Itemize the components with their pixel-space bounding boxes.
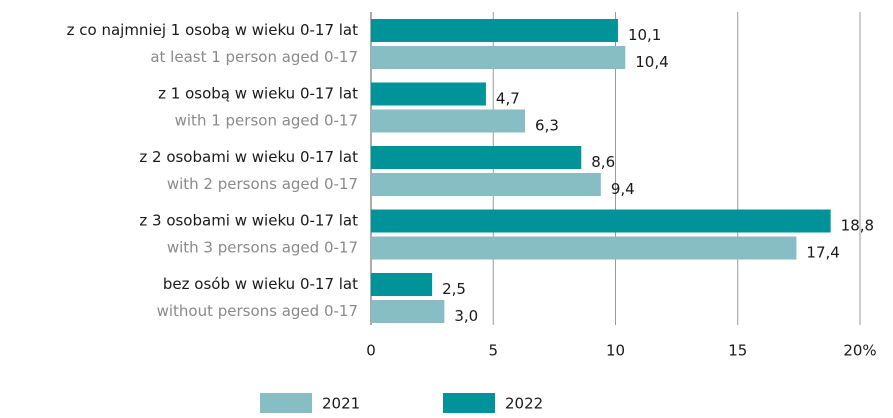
legend-swatch	[443, 393, 495, 413]
category-label: z 2 osobami w wieku 0-17 lat	[139, 148, 358, 166]
value-label: 10,1	[628, 26, 661, 44]
bar	[371, 236, 797, 260]
x-tick-label: 10	[606, 342, 625, 360]
value-label: 10,4	[635, 53, 668, 71]
value-label: 2,5	[442, 280, 466, 298]
value-label: 18,8	[841, 217, 874, 235]
bar	[371, 109, 526, 133]
bar	[371, 300, 445, 323]
legend-swatch	[260, 393, 312, 413]
bar	[371, 46, 626, 69]
x-tick-label: 0	[366, 342, 376, 360]
bar	[371, 209, 831, 233]
x-tick-label: 15	[728, 342, 747, 360]
value-label: 6,3	[535, 117, 559, 135]
value-label: 8,6	[591, 153, 615, 171]
x-tick-label: 20%	[843, 342, 876, 360]
value-label: 4,7	[496, 90, 520, 108]
category-label-en: with 2 persons aged 0-17	[167, 175, 358, 193]
category-label-en: with 1 person aged 0-17	[175, 112, 358, 130]
value-label: 17,4	[806, 244, 839, 262]
category-label: z 1 osobą w wieku 0-17 lat	[158, 85, 358, 103]
bar	[371, 273, 433, 296]
category-label-en: without persons aged 0-17	[157, 302, 358, 320]
legend-label: 2022	[505, 395, 543, 413]
bar	[371, 82, 486, 106]
bar	[371, 173, 601, 196]
category-label-en: with 3 persons aged 0-17	[167, 239, 358, 257]
bar	[371, 19, 618, 42]
category-label: z 3 osobami w wieku 0-17 lat	[139, 212, 358, 230]
category-label: z co najmniej 1 osobą w wieku 0-17 lat	[67, 21, 358, 39]
x-tick-label: 5	[488, 342, 498, 360]
value-label: 3,0	[454, 307, 478, 325]
value-label: 9,4	[611, 180, 635, 198]
category-label-en: at least 1 person aged 0-17	[150, 48, 358, 66]
bar	[371, 146, 582, 169]
legend-label: 2021	[322, 395, 360, 413]
category-label: bez osób w wieku 0-17 lat	[163, 275, 358, 293]
